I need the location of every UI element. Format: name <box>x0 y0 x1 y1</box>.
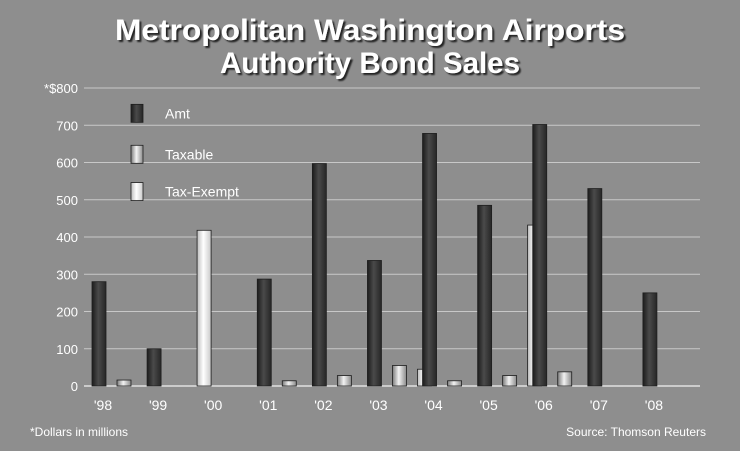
legend-swatch-taxable <box>130 144 144 164</box>
legend: Amt Taxable Tax-Exempt <box>130 103 239 201</box>
y-tick-label: 400 <box>56 230 78 245</box>
y-tick-label: 100 <box>56 342 78 357</box>
bar-taxable-05 <box>502 375 518 387</box>
x-tick-label: '04 <box>424 397 442 413</box>
chart-title-line1: Metropolitan Washington Airports <box>115 14 625 47</box>
bar-amt-06 <box>532 124 548 387</box>
bar-tax-exempt-99 <box>196 229 212 387</box>
x-tick-label: '00 <box>204 397 222 413</box>
x-tick-label: '01 <box>259 397 277 413</box>
bar-taxable-02 <box>336 375 352 387</box>
legend-swatch-tax-exempt <box>130 182 144 201</box>
x-tick-label: '02 <box>314 397 332 413</box>
bar-amt-98 <box>91 281 107 387</box>
y-tick-label: 0 <box>71 379 78 394</box>
y-tick-label: 600 <box>56 156 78 171</box>
bar-amt-99 <box>146 348 162 387</box>
x-tick-label: '06 <box>535 397 553 413</box>
bar-taxable-06 <box>557 371 573 387</box>
source-note: Source: Thomson Reuters <box>566 425 706 439</box>
bar-taxable-04 <box>447 380 462 387</box>
bar-amt-01 <box>256 278 272 387</box>
y-tick-label: *$800 <box>44 81 78 96</box>
legend-label-taxable: Taxable <box>165 146 213 162</box>
y-tick-label: 300 <box>56 267 78 282</box>
bar-amt-05 <box>477 204 493 387</box>
x-axis-tick-labels: '98 '99 '00 '01 '02 '03 '04 '05 '06 '07 '08 <box>94 397 663 413</box>
bars <box>91 124 707 387</box>
bar-amt-02 <box>311 163 327 387</box>
x-tick-label: '05 <box>480 397 498 413</box>
x-tick-label: '08 <box>645 397 663 413</box>
footnote: *Dollars in millions <box>30 425 128 439</box>
bar-amt-08 <box>642 292 658 387</box>
legend-label-tax-exempt: Tax-Exempt <box>165 184 239 200</box>
y-axis-tick-labels: 0 100 200 300 400 500 600 700 *$800 <box>44 81 78 394</box>
bar-taxable-03 <box>392 365 407 387</box>
bar-amt-03 <box>367 260 382 387</box>
chart-title-line2: Authority Bond Sales <box>220 47 520 80</box>
x-tick-label: '99 <box>149 397 167 413</box>
y-tick-label: 700 <box>56 118 78 133</box>
bar-amt-07 <box>587 188 603 387</box>
legend-label-amt: Amt <box>165 105 190 121</box>
x-tick-label: '07 <box>590 397 608 413</box>
y-tick-label: 200 <box>56 305 78 320</box>
y-tick-label: 500 <box>56 193 78 208</box>
gridlines <box>84 87 700 387</box>
legend-swatch-amt <box>130 103 144 123</box>
x-tick-label: '98 <box>94 397 112 413</box>
bar-taxable-01 <box>281 380 297 387</box>
bar-taxable-98 <box>116 379 132 387</box>
bar-amt-04 <box>422 133 437 387</box>
x-tick-label: '03 <box>369 397 387 413</box>
